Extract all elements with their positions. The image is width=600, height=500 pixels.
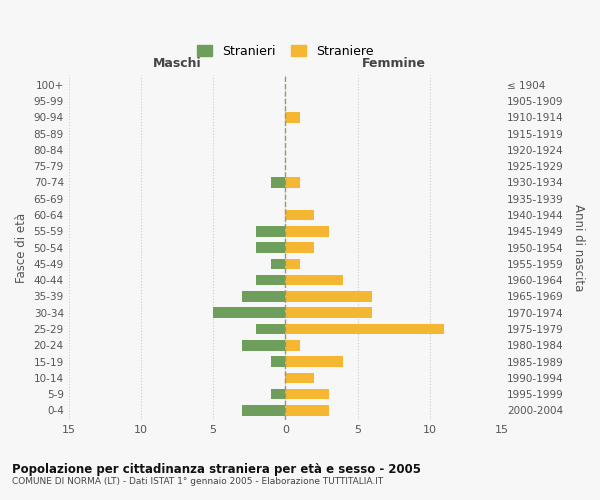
Bar: [271, 258, 286, 269]
Bar: [256, 275, 286, 285]
Bar: [271, 389, 286, 400]
Bar: [256, 242, 286, 253]
Text: Femmine: Femmine: [362, 57, 426, 70]
Bar: [286, 226, 329, 236]
Bar: [271, 177, 286, 188]
Bar: [286, 210, 314, 220]
Bar: [286, 356, 343, 367]
Bar: [242, 405, 286, 415]
Y-axis label: Fasce di età: Fasce di età: [15, 212, 28, 282]
Bar: [286, 389, 329, 400]
Text: COMUNE DI NORMA (LT) - Dati ISTAT 1° gennaio 2005 - Elaborazione TUTTITALIA.IT: COMUNE DI NORMA (LT) - Dati ISTAT 1° gen…: [12, 478, 383, 486]
Bar: [286, 258, 300, 269]
Bar: [286, 308, 372, 318]
Bar: [286, 324, 444, 334]
Bar: [286, 291, 372, 302]
Bar: [286, 275, 343, 285]
Y-axis label: Anni di nascita: Anni di nascita: [572, 204, 585, 291]
Bar: [286, 112, 300, 122]
Bar: [286, 405, 329, 415]
Bar: [286, 340, 300, 350]
Bar: [286, 242, 314, 253]
Bar: [242, 340, 286, 350]
Legend: Stranieri, Straniere: Stranieri, Straniere: [193, 40, 379, 63]
Bar: [286, 372, 314, 383]
Text: Popolazione per cittadinanza straniera per età e sesso - 2005: Popolazione per cittadinanza straniera p…: [12, 462, 421, 475]
Text: Maschi: Maschi: [153, 57, 202, 70]
Bar: [256, 324, 286, 334]
Bar: [242, 291, 286, 302]
Bar: [286, 177, 300, 188]
Bar: [256, 226, 286, 236]
Bar: [271, 356, 286, 367]
Bar: [213, 308, 286, 318]
